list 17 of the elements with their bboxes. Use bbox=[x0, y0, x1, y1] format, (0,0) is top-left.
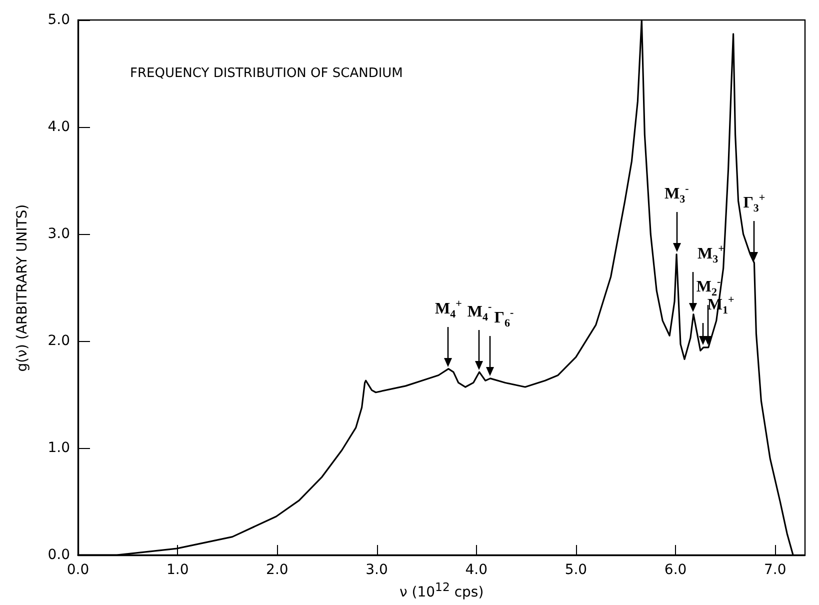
x-tick-label: 5.0 bbox=[564, 562, 588, 578]
x-tick-label: 6.0 bbox=[664, 562, 687, 578]
x-tick-label: 4.0 bbox=[465, 562, 488, 578]
x-tick-label: 7.0 bbox=[764, 562, 786, 578]
y-axis-title: g(ν) (ARBITRARY UNITS) bbox=[14, 204, 30, 372]
text: FREQUENCY DISTRIBUTION OF SCANDIUM bbox=[130, 66, 403, 81]
y-tick-label: 1.0 bbox=[48, 440, 70, 456]
x-tick-label: 0.0 bbox=[66, 562, 90, 578]
x-tick-label: 2.0 bbox=[266, 562, 288, 578]
y-tick-label: 2.0 bbox=[48, 333, 70, 349]
y-tick-label: 3.0 bbox=[48, 226, 70, 242]
x-tick-label: 1.0 bbox=[166, 562, 189, 578]
x-axis-title: ν (10$^{12}$ cps) bbox=[400, 580, 484, 601]
y-tick-label: 5.0 bbox=[48, 12, 70, 28]
y-tick-label: 0.0 bbox=[48, 547, 70, 563]
x-tick-label: 3.0 bbox=[366, 562, 388, 578]
y-tick-label: 4.0 bbox=[48, 119, 70, 135]
